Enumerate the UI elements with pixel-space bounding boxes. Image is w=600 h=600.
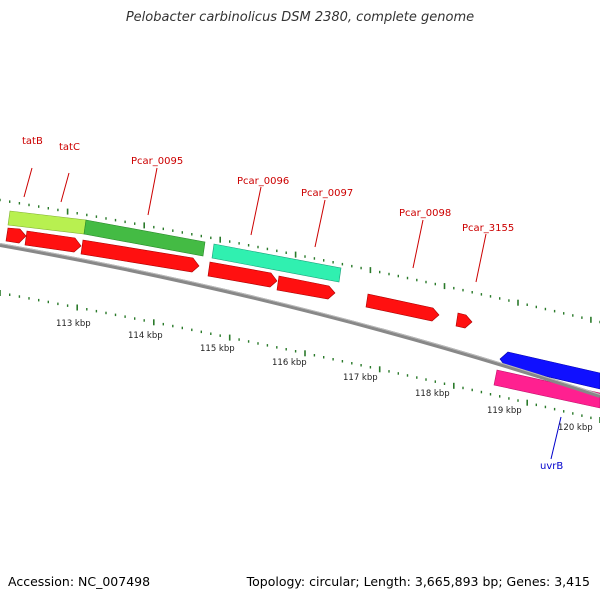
scale-label: 115 kbp — [200, 344, 235, 354]
genome-backbone-highlight — [0, 243, 600, 395]
pcar0098-leader — [412, 219, 424, 269]
cds-arrow[interactable] — [365, 293, 440, 322]
accession-text: Accession: NC_007498 — [8, 574, 151, 589]
gene-label-pcar0095[interactable]: Pcar_0095 — [131, 156, 183, 167]
cds-arrow[interactable] — [276, 275, 336, 300]
gene-label-pcar3155[interactable]: Pcar_3155 — [462, 223, 514, 234]
gene-labels: tatB tatC Pcar_0095 Pcar_0096 Pcar_0097 … — [22, 136, 563, 472]
cds-arrow-reverse[interactable] — [499, 351, 600, 390]
cds-arrow[interactable] — [5, 227, 27, 244]
pcar0096-leader — [250, 186, 262, 236]
cds-track — [5, 227, 600, 390]
gene-label-tatC[interactable]: tatC — [59, 142, 80, 153]
pcar0096-gene-bar[interactable] — [211, 243, 342, 283]
scale-label: 117 kbp — [343, 373, 378, 383]
scale-label: 119 kbp — [487, 406, 522, 416]
gene-label-pcar0098[interactable]: Pcar_0098 — [399, 208, 451, 219]
map-title: Pelobacter carbinolicus DSM 2380, comple… — [125, 10, 475, 25]
scale-label: 114 kbp — [128, 331, 163, 341]
genome-backbone — [0, 243, 600, 398]
gene-label-pcar0097[interactable]: Pcar_0097 — [301, 188, 353, 199]
uvrB-leader — [550, 416, 562, 460]
scale-label: 118 kbp — [415, 389, 450, 399]
genome-summary-text: Topology: circular; Length: 3,665,893 bp… — [246, 574, 590, 589]
gene-track — [7, 210, 600, 409]
cds-arrow[interactable] — [24, 230, 82, 253]
gene-label-leaders — [23, 167, 562, 460]
cds-arrow[interactable] — [207, 261, 278, 288]
tatB-leader — [23, 167, 33, 198]
gene-label-uvrB[interactable]: uvrB — [540, 461, 563, 472]
scale-labels: 113 kbp 114 kbp 115 kbp 116 kbp 117 kbp … — [56, 319, 593, 433]
cds-arrow[interactable] — [80, 239, 200, 273]
cds-arrow[interactable] — [455, 312, 473, 329]
tatC-leader — [60, 172, 70, 203]
scale-label: 120 kbp — [558, 423, 593, 433]
pcar0097-leader — [314, 199, 326, 248]
gene-label-tatB[interactable]: tatB — [22, 136, 43, 147]
scale-label: 113 kbp — [56, 319, 91, 329]
scale-label: 116 kbp — [272, 358, 307, 368]
tatC-gene-bar[interactable] — [83, 219, 206, 257]
pcar3155-leader — [475, 233, 487, 283]
outer-tick-row — [0, 198, 600, 324]
inner-tick-row — [0, 290, 600, 423]
pcar0095-leader — [147, 167, 158, 216]
gene-label-pcar0096[interactable]: Pcar_0096 — [237, 176, 289, 187]
